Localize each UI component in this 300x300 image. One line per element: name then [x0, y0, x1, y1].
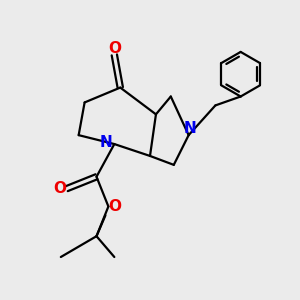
- Text: O: O: [54, 181, 67, 196]
- Text: O: O: [108, 41, 121, 56]
- Text: N: N: [100, 135, 112, 150]
- Text: O: O: [108, 199, 122, 214]
- Text: N: N: [183, 121, 196, 136]
